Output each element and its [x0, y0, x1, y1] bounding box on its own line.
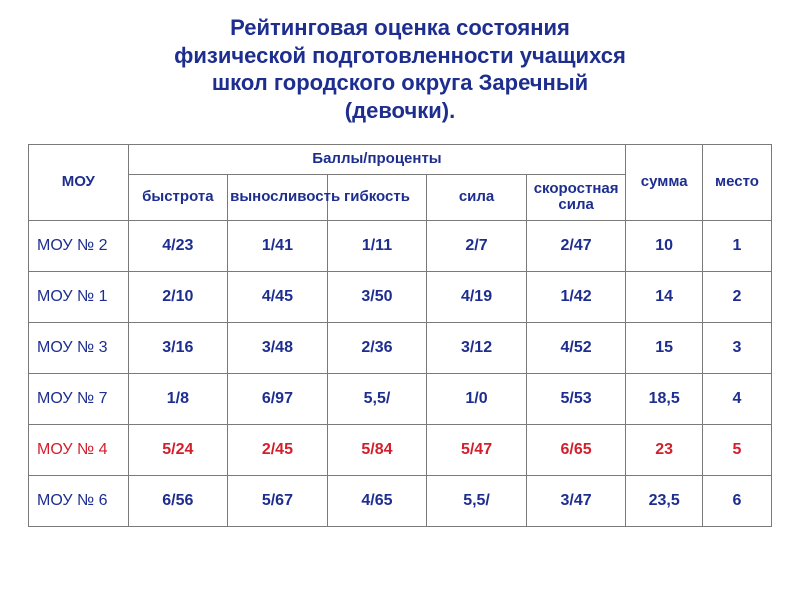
table-cell: 1/0 [427, 373, 527, 424]
table-cell: 4/19 [427, 271, 527, 322]
col-subheader: выносливость [228, 174, 328, 220]
table-cell: 23 [626, 424, 703, 475]
table-cell: 2/7 [427, 220, 527, 271]
table-row: МОУ № 45/242/455/845/476/65235 [29, 424, 772, 475]
row-label: МОУ № 7 [29, 373, 129, 424]
table-cell: 5,5/ [327, 373, 427, 424]
table-cell: 6/65 [526, 424, 626, 475]
table-cell: 3/50 [327, 271, 427, 322]
table-cell: 4/52 [526, 322, 626, 373]
table-row: МОУ № 33/163/482/363/124/52153 [29, 322, 772, 373]
title-line: физической подготовленности учащихся [174, 43, 626, 68]
table-cell: 4/23 [128, 220, 228, 271]
title-line: Рейтинговая оценка состояния [230, 15, 570, 40]
title-line: школ городского округа Заречный [212, 70, 588, 95]
table-cell: 23,5 [626, 475, 703, 526]
table-cell: 4/45 [228, 271, 328, 322]
table-row: МОУ № 24/231/411/112/72/47101 [29, 220, 772, 271]
col-subheader: гибкость [327, 174, 427, 220]
table-cell: 2/45 [228, 424, 328, 475]
table-cell: 1/42 [526, 271, 626, 322]
table-cell: 1 [702, 220, 771, 271]
table-cell: 6 [702, 475, 771, 526]
table-row: МОУ № 71/86/975,5/1/05/5318,54 [29, 373, 772, 424]
table-cell: 6/97 [228, 373, 328, 424]
table-cell: 5 [702, 424, 771, 475]
col-header-scores: Баллы/проценты [128, 145, 626, 175]
table-cell: 6/56 [128, 475, 228, 526]
col-header-place: место [702, 145, 771, 221]
table-cell: 5/47 [427, 424, 527, 475]
table-cell: 15 [626, 322, 703, 373]
table-cell: 2/10 [128, 271, 228, 322]
col-subheader: сила [427, 174, 527, 220]
table-cell: 3/48 [228, 322, 328, 373]
row-label: МОУ № 2 [29, 220, 129, 271]
table-cell: 14 [626, 271, 703, 322]
table-cell: 2/36 [327, 322, 427, 373]
col-header-mou: МОУ [29, 145, 129, 221]
table-cell: 5/24 [128, 424, 228, 475]
table-cell: 5/53 [526, 373, 626, 424]
table-cell: 4/65 [327, 475, 427, 526]
row-label: МОУ № 1 [29, 271, 129, 322]
page-title: Рейтинговая оценка состояния физической … [0, 0, 800, 134]
rating-table: МОУ Баллы/проценты сумма место быстрота … [28, 144, 772, 527]
table-cell: 5/84 [327, 424, 427, 475]
table-cell: 3 [702, 322, 771, 373]
row-label: МОУ № 6 [29, 475, 129, 526]
row-label: МОУ № 4 [29, 424, 129, 475]
title-line: (девочки). [345, 98, 455, 123]
table-cell: 5,5/ [427, 475, 527, 526]
table-cell: 3/12 [427, 322, 527, 373]
table-cell: 1/41 [228, 220, 328, 271]
table-cell: 2 [702, 271, 771, 322]
table-cell: 5/67 [228, 475, 328, 526]
table-cell: 2/47 [526, 220, 626, 271]
table-row: МОУ № 12/104/453/504/191/42142 [29, 271, 772, 322]
table-cell: 10 [626, 220, 703, 271]
table-cell: 1/11 [327, 220, 427, 271]
table-container: МОУ Баллы/проценты сумма место быстрота … [0, 134, 800, 527]
table-cell: 3/47 [526, 475, 626, 526]
col-subheader: скоростная сила [526, 174, 626, 220]
table-cell: 1/8 [128, 373, 228, 424]
row-label: МОУ № 3 [29, 322, 129, 373]
table-row: МОУ № 66/565/674/655,5/3/4723,56 [29, 475, 772, 526]
col-header-sum: сумма [626, 145, 703, 221]
col-subheader: быстрота [128, 174, 228, 220]
table-cell: 3/16 [128, 322, 228, 373]
table-cell: 18,5 [626, 373, 703, 424]
table-cell: 4 [702, 373, 771, 424]
